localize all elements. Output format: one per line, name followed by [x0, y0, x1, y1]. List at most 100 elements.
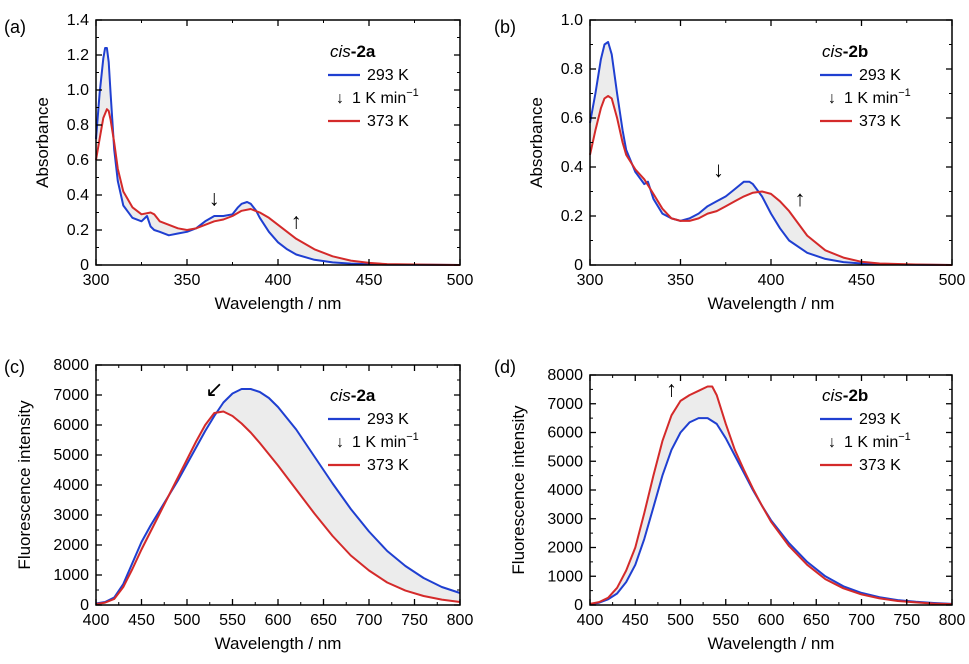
- figure: (a)300 350 400 450 50000.20.40.60.81.01.21.4…: [0, 0, 969, 664]
- x-tick-label: 400: [758, 272, 785, 289]
- panel-c: (c)400 450 500 550 600 650 700 750 8000100020003…: [4, 357, 473, 653]
- compound-suffix: -2a: [351, 386, 376, 405]
- x-tick-label: 450: [128, 612, 155, 629]
- y-tick-label: 3000: [53, 507, 89, 524]
- panel-a: (a) 300 350 400 450 500 0 0.2 0.4 0.6 0.8 1.0 1.2 1.4…: [4, 12, 473, 313]
- y-axis-title: Fluorescence intensity: [15, 400, 34, 570]
- legend-rate-arrow-icon: ↓: [828, 90, 836, 107]
- compound-prefix: cis: [822, 42, 843, 61]
- y-tick-label: 5000: [547, 453, 583, 470]
- change-arrow-icon: ↙: [205, 377, 223, 402]
- x-tick-label: 400: [83, 612, 110, 629]
- compound-prefix: cis: [330, 386, 351, 405]
- legend-rate-superscript: −1: [898, 431, 911, 443]
- x-tick-label: 500: [939, 272, 966, 289]
- x-tick-label: 550: [219, 612, 246, 629]
- y-tick-label: 5000: [53, 447, 89, 464]
- x-tick-label: 800: [939, 612, 966, 629]
- y-tick-label: 1.2: [67, 47, 89, 64]
- legend-rate-arrow-icon: ↓: [828, 434, 836, 451]
- x-axis-title: Wavelength / nm: [215, 294, 342, 313]
- x-tick-label: 450: [622, 612, 649, 629]
- legend-label-rate: 1 K min−1: [844, 431, 911, 451]
- y-tick-label: 0: [574, 257, 583, 274]
- y-tick-label: 7000: [547, 396, 583, 413]
- legend-label-373k: 373 K: [367, 113, 409, 130]
- x-tick-label: 300: [83, 272, 110, 289]
- legend-rate-superscript: −1: [406, 431, 419, 443]
- x-axis-title: Wavelength / nm: [708, 634, 835, 653]
- y-tick-label: 2000: [547, 540, 583, 557]
- y-tick-label: 1000: [547, 568, 583, 585]
- compound-label: cis-2a: [330, 42, 376, 61]
- x-tick-label: 600: [758, 612, 785, 629]
- x-tick-label: 450: [848, 272, 875, 289]
- legend-label-rate: 1 K min−1: [352, 87, 419, 107]
- x-axis-title: Wavelength / nm: [708, 294, 835, 313]
- compound-suffix: -2a: [351, 42, 376, 61]
- y-tick-label: 6000: [547, 425, 583, 442]
- legend-label-293k: 293 K: [367, 67, 409, 84]
- y-tick-label: 0.8: [561, 61, 583, 78]
- x-tick-label: 750: [893, 612, 920, 629]
- y-tick-label: 0.8: [67, 117, 89, 134]
- panel-label: (c): [4, 357, 25, 377]
- y-tick-label: 1000: [53, 567, 89, 584]
- legend-rate-text: 1 K min: [352, 90, 406, 107]
- legend-label-373k: 373 K: [859, 457, 901, 474]
- y-tick-label: 0: [80, 257, 89, 274]
- compound-label: cis-2a: [330, 386, 376, 405]
- legend-label-293k: 293 K: [367, 411, 409, 428]
- x-tick-label: 500: [667, 612, 694, 629]
- y-axis-title: Absorbance: [527, 97, 546, 188]
- y-tick-label: 0.4: [67, 187, 89, 204]
- legend-rate-text: 1 K min: [352, 434, 406, 451]
- panel-label: (a): [4, 17, 26, 37]
- y-tick-label: 0.2: [67, 222, 89, 239]
- compound-suffix: -2b: [843, 386, 869, 405]
- plot-frame: [590, 20, 952, 265]
- legend-label-rate: 1 K min−1: [352, 431, 419, 451]
- x-tick-label: 700: [848, 612, 875, 629]
- panel-d: (d)400 450 500 550 600 650 700 750 8000100020003…: [494, 357, 965, 653]
- legend-label-373k: 373 K: [859, 113, 901, 130]
- y-tick-label: 6000: [53, 417, 89, 434]
- compound-prefix: cis: [822, 386, 843, 405]
- x-tick-label: 800: [447, 612, 474, 629]
- y-tick-label: 0.6: [561, 110, 583, 127]
- legend-rate-superscript: −1: [406, 87, 419, 99]
- change-arrow-icon: ↑: [291, 208, 302, 233]
- compound-label: cis-2b: [822, 386, 868, 405]
- panel-b: (b)300 350 400 450 50000.20.40.60.81.0Wavele…: [494, 12, 965, 313]
- x-tick-label: 350: [174, 272, 201, 289]
- legend-label-373k: 373 K: [367, 457, 409, 474]
- legend-rate-superscript: −1: [898, 87, 911, 99]
- change-arrow-icon: ↑: [794, 186, 805, 211]
- x-tick-label: 750: [401, 612, 428, 629]
- legend-rate-text: 1 K min: [844, 434, 898, 451]
- x-axis-title: Wavelength / nm: [215, 634, 342, 653]
- change-arrow-icon: ↑: [666, 377, 677, 402]
- legend-label-293k: 293 K: [859, 67, 901, 84]
- y-tick-label: 0: [80, 597, 89, 614]
- compound-suffix: -2b: [843, 42, 869, 61]
- y-tick-label: 8000: [53, 357, 89, 374]
- legend-rate-arrow-icon: ↓: [336, 90, 344, 107]
- x-tick-label: 650: [803, 612, 830, 629]
- y-tick-label: 0.2: [561, 208, 583, 225]
- y-tick-label: 4000: [53, 477, 89, 494]
- compound-label: cis-2b: [822, 42, 868, 61]
- compound-prefix: cis: [330, 42, 351, 61]
- legend-rate-text: 1 K min: [844, 90, 898, 107]
- x-tick-label: 400: [265, 272, 292, 289]
- y-tick-label: 0.6: [67, 152, 89, 169]
- y-tick-label: 0: [574, 597, 583, 614]
- x-tick-label: 700: [356, 612, 383, 629]
- x-tick-label: 350: [667, 272, 694, 289]
- change-arrow-icon: ↓: [209, 186, 220, 211]
- x-tick-label: 400: [577, 612, 604, 629]
- x-tick-label: 500: [447, 272, 474, 289]
- x-tick-label: 550: [712, 612, 739, 629]
- x-tick-label: 300: [577, 272, 604, 289]
- x-tick-label: 650: [310, 612, 337, 629]
